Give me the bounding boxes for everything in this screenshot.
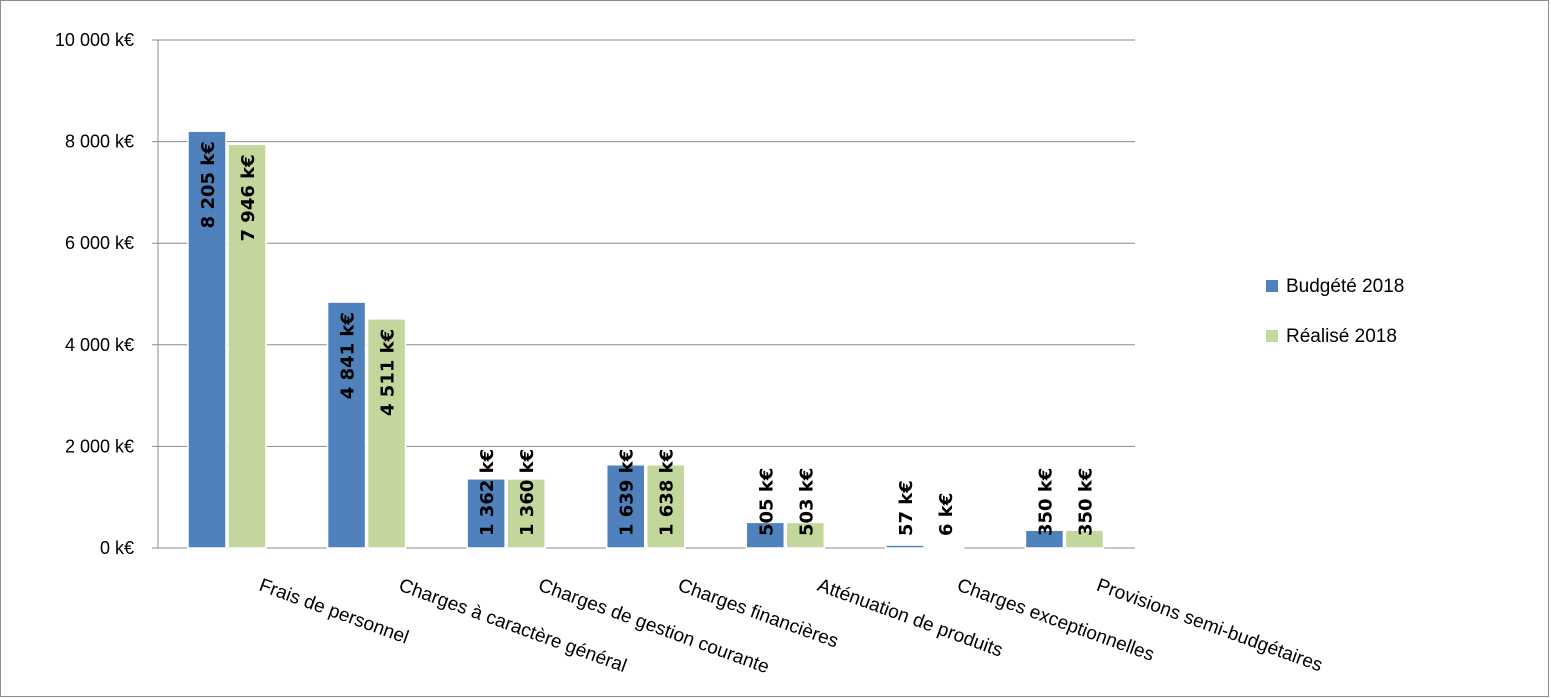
bar — [366, 318, 407, 549]
bar — [1024, 529, 1065, 549]
y-tick-label: 0 k€ — [100, 538, 134, 558]
bar — [506, 478, 546, 549]
legend-swatch — [1266, 330, 1278, 342]
bar — [187, 130, 227, 549]
data-label: 4 511 k€ — [378, 329, 399, 416]
data-label: 1 638 k€ — [657, 449, 678, 536]
data-label: 6 k€ — [936, 493, 957, 536]
legend-label: Budgété 2018 — [1286, 276, 1404, 297]
data-label: 505 k€ — [756, 468, 777, 536]
legend-label: Réalisé 2018 — [1286, 326, 1397, 347]
data-label: 4 841 k€ — [338, 312, 359, 399]
y-tick-label: 10 000 k€ — [55, 30, 134, 50]
bar — [466, 478, 506, 549]
category-label: Provisions semi-budgétaires — [1094, 575, 1325, 676]
bar — [227, 143, 267, 549]
data-label: 350 k€ — [1035, 468, 1056, 536]
legend-swatch — [1266, 280, 1278, 292]
bar — [1064, 529, 1105, 549]
data-label: 1 639 k€ — [617, 449, 638, 536]
bar — [645, 464, 686, 549]
y-tick-label: 4 000 k€ — [65, 335, 134, 355]
category-label: Charges de gestion courante — [535, 575, 771, 678]
bar — [745, 521, 786, 549]
data-label: 1 362 k€ — [477, 449, 498, 536]
data-label: 1 360 k€ — [517, 449, 538, 536]
y-tick-label: 8 000 k€ — [65, 132, 134, 152]
category-label: Charges à caractère général — [396, 575, 629, 677]
category-label: Frais de personnel — [256, 575, 411, 649]
data-label: 8 205 k€ — [198, 141, 219, 228]
data-label: 350 k€ — [1075, 468, 1096, 536]
data-label: 57 k€ — [896, 480, 917, 536]
data-label: 503 k€ — [796, 468, 817, 536]
bar — [785, 521, 826, 549]
bar — [326, 301, 367, 549]
data-label: 7 946 k€ — [238, 154, 259, 241]
bar — [885, 544, 925, 549]
y-tick-label: 2 000 k€ — [65, 436, 134, 456]
bar — [605, 463, 646, 549]
y-tick-label: 6 000 k€ — [65, 233, 134, 253]
